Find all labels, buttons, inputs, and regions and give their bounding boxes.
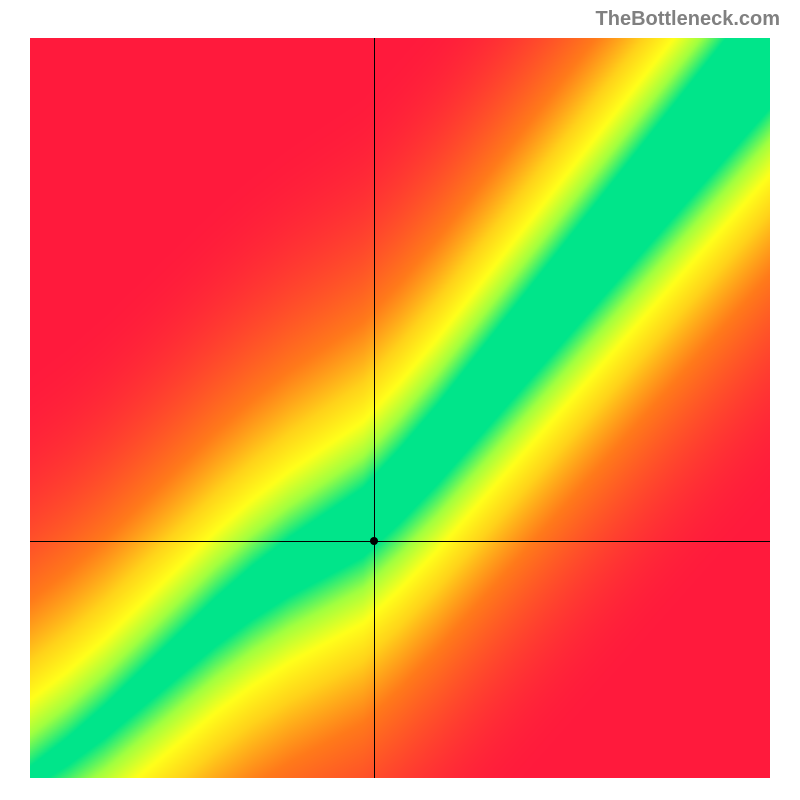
crosshair-horizontal [30,541,770,542]
crosshair-dot [370,537,378,545]
crosshair-vertical [374,38,375,778]
heatmap-chart [30,38,770,778]
watermark-text: TheBottleneck.com [596,8,780,31]
heatmap-canvas [30,38,770,778]
